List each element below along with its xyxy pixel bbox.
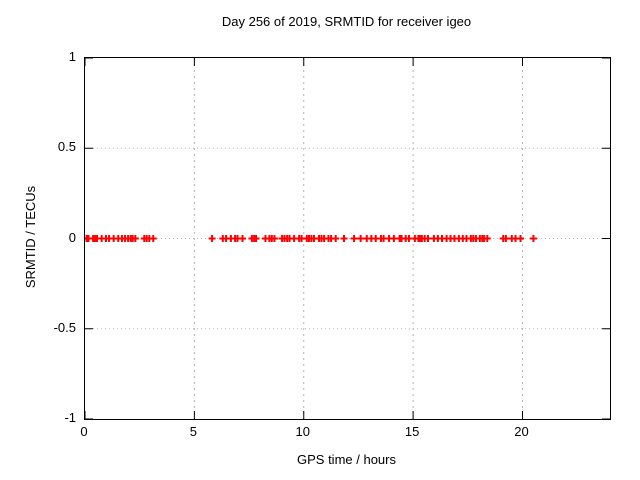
data-point-marker [239, 235, 246, 242]
x-tick-label: 5 [189, 424, 197, 439]
data-point-marker [208, 235, 216, 242]
chart-title: Day 256 of 2019, SRMTID for receiver ige… [221, 14, 472, 29]
y-tick-label: 1 [68, 49, 76, 64]
x-tick-label: 10 [295, 424, 310, 439]
data-point-marker [350, 235, 358, 242]
data-point-marker [252, 235, 260, 242]
data-point-marker [357, 235, 365, 242]
data-point-marker [502, 235, 510, 242]
x-tick-label: 0 [80, 424, 88, 439]
x-tick-label: 15 [404, 424, 420, 439]
data-point-marker [529, 235, 537, 242]
data-point-marker [131, 235, 139, 242]
axis-tick-marks [85, 58, 610, 419]
data-point-marker [483, 235, 491, 242]
x-tick-label: 20 [514, 424, 529, 439]
data-point-marker [270, 235, 278, 242]
data-point-marker [517, 235, 525, 242]
y-tick-label: -0.5 [53, 319, 76, 335]
data-point-marker [149, 235, 157, 242]
y-tick-label: 0.5 [57, 139, 76, 155]
data-point-marker [332, 235, 340, 242]
data-point-marker [424, 235, 432, 242]
y-tick-label: 0 [68, 229, 76, 245]
data-point-marker [405, 235, 413, 242]
plot-canvas [85, 58, 610, 419]
plot-area [84, 57, 611, 420]
x-axis-label: GPS time / hours [297, 452, 396, 467]
y-tick-label: -1 [64, 410, 76, 425]
data-point-marker [340, 235, 348, 242]
